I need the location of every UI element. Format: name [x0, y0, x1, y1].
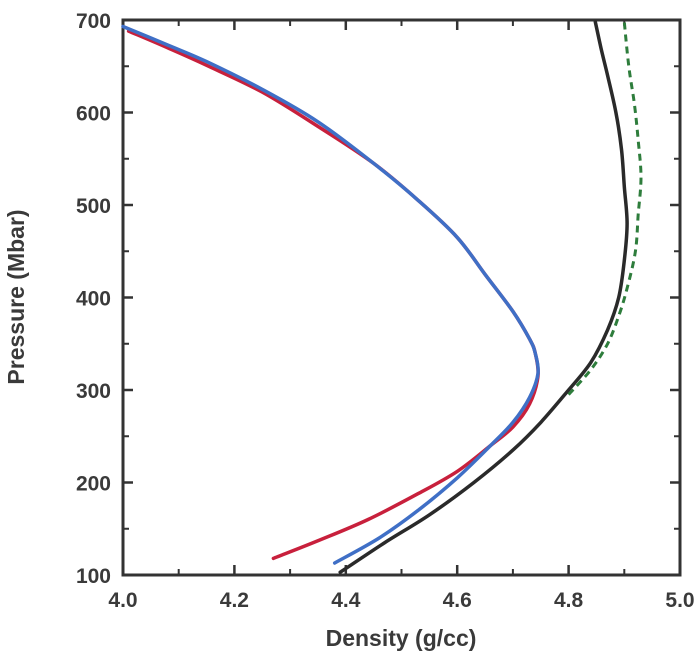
y-tick-label: 500: [76, 195, 111, 218]
series-layer: [121, 20, 643, 574]
series-black-line: [338, 20, 629, 574]
y-tick-label: 100: [76, 565, 111, 588]
x-tick-label: 4.2: [220, 589, 249, 612]
x-tick-label: 5.0: [665, 589, 694, 612]
series-blue-line: [121, 24, 540, 565]
y-tick-label: 700: [76, 10, 111, 33]
x-tick-label: 4.0: [108, 589, 137, 612]
x-tick-label: 4.4: [331, 589, 361, 612]
plot-frame: [121, 18, 682, 577]
axis-ticks: 4.0 4.2 4.4 4.6 4.8 5.0 100 200 300 400 500 600 700: [76, 10, 695, 612]
y-tick-label: 600: [76, 103, 111, 126]
y-axis-label: Pressure (Mbar): [3, 209, 29, 384]
y-tick-label: 300: [76, 380, 111, 403]
x-axis-label: Density (g/cc): [326, 625, 477, 651]
x-tick-label: 4.6: [443, 589, 472, 612]
x-tick-label: 4.8: [554, 589, 584, 612]
y-tick-label: 400: [76, 288, 111, 311]
y-tick-label: 200: [76, 473, 111, 496]
series-green-dashed-line: [567, 21, 643, 396]
